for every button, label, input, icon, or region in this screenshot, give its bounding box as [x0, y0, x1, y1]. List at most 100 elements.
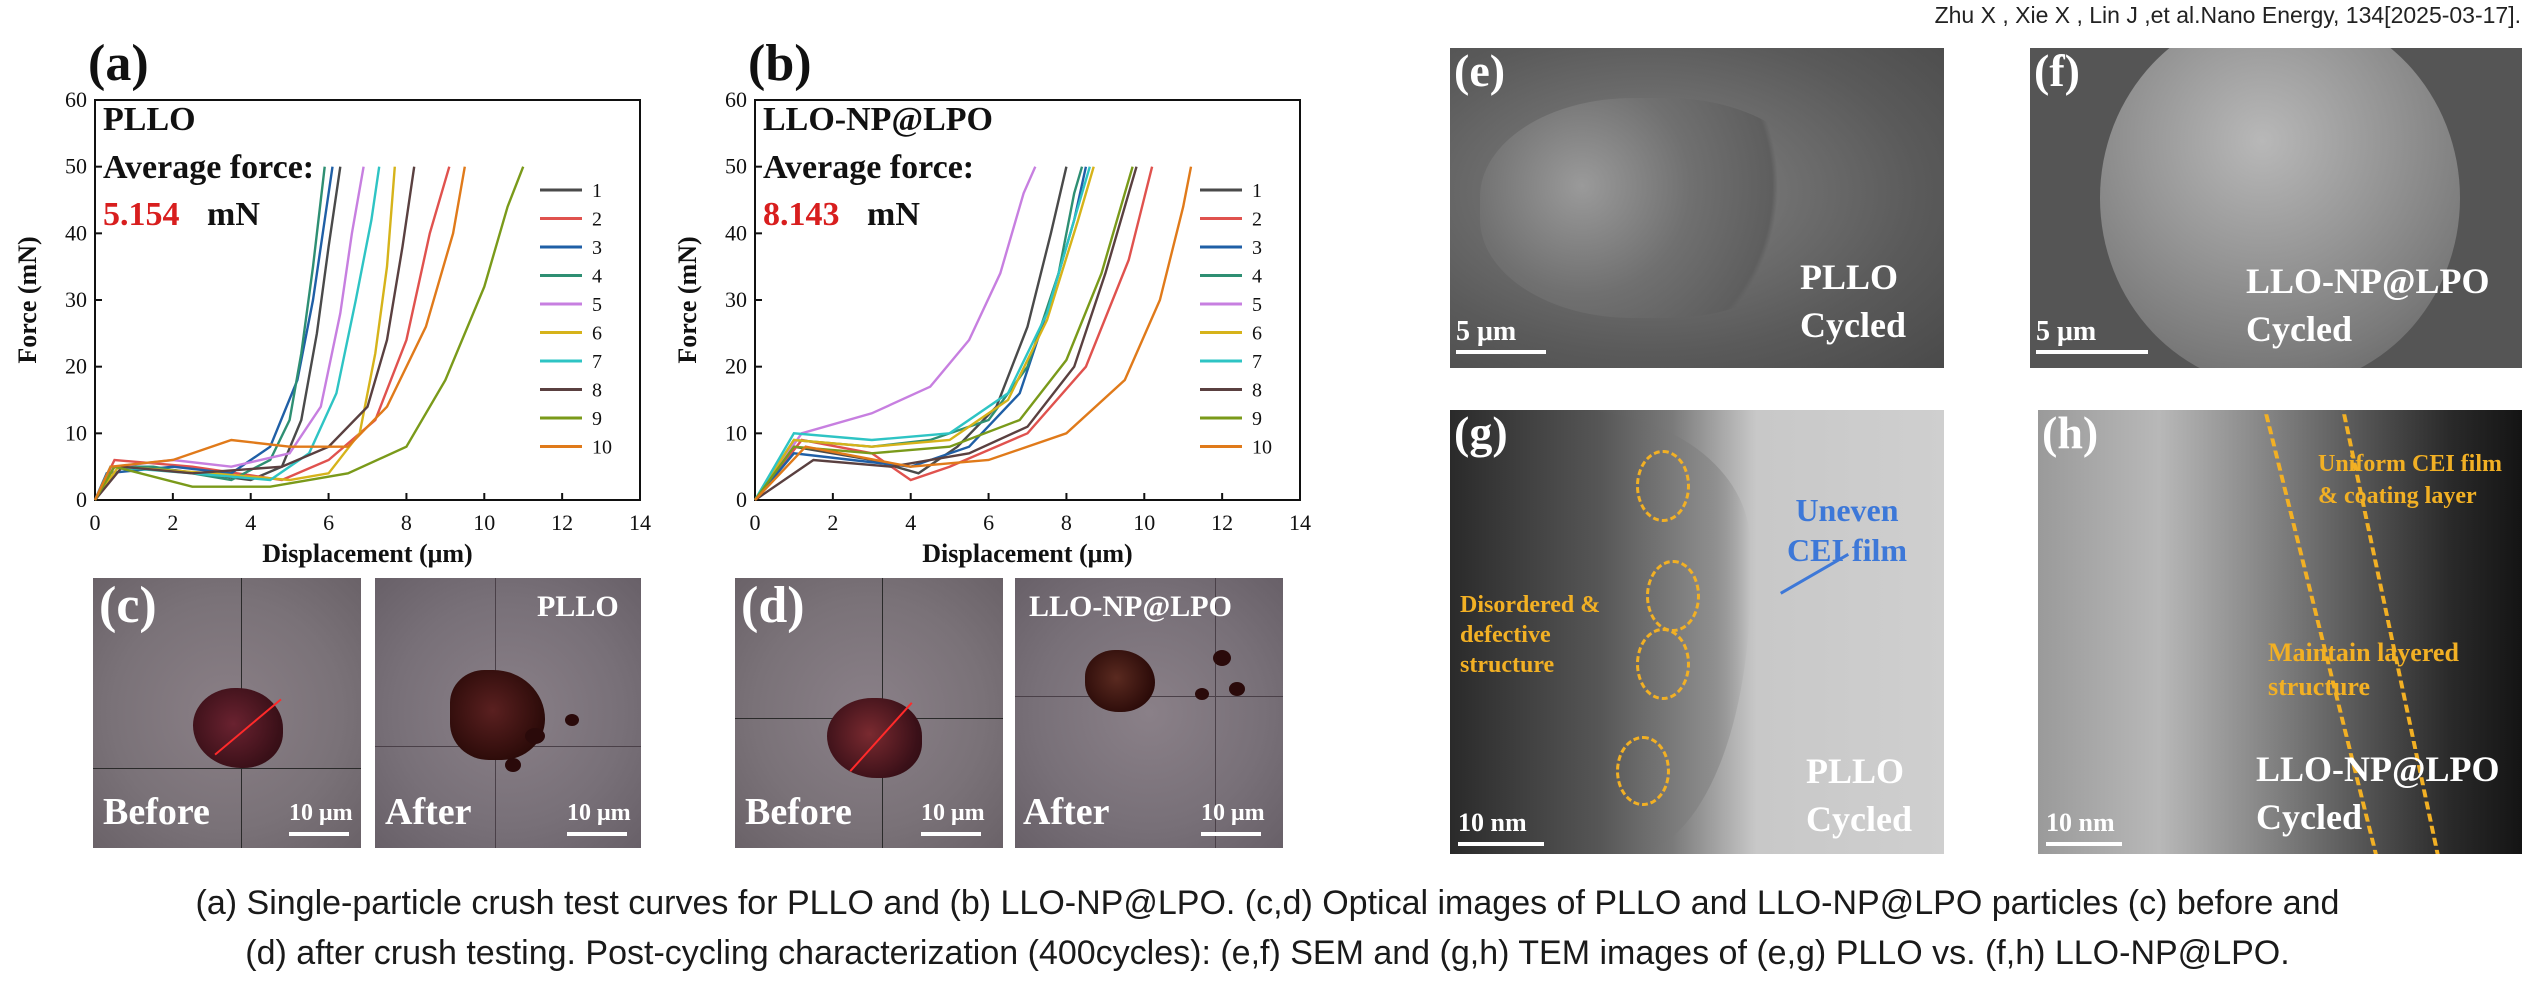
scale-bar	[567, 832, 627, 836]
series-line-6	[753, 166, 1095, 501]
y-tick-label: 0	[76, 487, 87, 512]
y-tick-label: 40	[725, 220, 747, 245]
scale-bar-label: 10 μm	[567, 800, 631, 826]
legend-label-1: 1	[592, 180, 602, 202]
scale-bar	[289, 832, 349, 836]
before-label: Before	[745, 791, 852, 833]
legend-label-4: 4	[1252, 266, 1262, 288]
y-tick-label: 30	[725, 287, 747, 312]
after-label: After	[1023, 791, 1110, 833]
legend-label-1: 1	[1252, 180, 1262, 202]
particle	[193, 688, 283, 768]
fragment	[1229, 682, 1245, 696]
scale-bar	[1456, 350, 1546, 354]
legend-label-2: 2	[1252, 209, 1262, 231]
legend-label-3: 3	[1252, 237, 1262, 259]
panel-label-f: (f)	[2034, 48, 2080, 96]
defective-structure-note: Disordered & defective structure	[1460, 592, 1601, 678]
legend-label-9: 9	[1252, 408, 1262, 430]
scale-bar	[2046, 842, 2122, 846]
panel-label-d: (d)	[741, 578, 805, 634]
average-force-label: Average force:	[103, 149, 314, 186]
particle	[827, 698, 922, 778]
legend-label-7: 7	[592, 351, 602, 373]
x-tick-label: 10	[473, 510, 495, 535]
caption-line-1: (a) Single-particle crush test curves fo…	[195, 884, 2340, 922]
fragment	[1195, 688, 1209, 700]
panel-label-c: (c)	[99, 578, 157, 634]
sem-image-pllo: (e) PLLO Cycled 5 μm	[1450, 48, 1944, 368]
scale-bar-label: 10 μm	[1201, 800, 1265, 826]
crush-curve-chart-llo-np-lpo: (b)0 2 4 6 8 10 12 140102030405060Displacement …	[673, 35, 1311, 568]
cycled-label: Cycled	[2246, 309, 2352, 349]
fragment	[1213, 650, 1231, 666]
average-force-value: 8.143	[763, 196, 840, 233]
cycled-label: Cycled	[1800, 305, 1906, 345]
y-axis-label: Force (mN)	[13, 236, 42, 363]
x-tick-label: 6	[983, 510, 994, 535]
layered-structure-note: Maintain layered structure	[2268, 638, 2459, 701]
cycled-label: Cycled	[1806, 799, 1912, 839]
optical-image-llo-np-lpo-after: LLO-NP@LPO After 10 μm	[1015, 578, 1283, 848]
y-tick-label: 10	[725, 420, 747, 445]
average-force-unit: mN	[867, 196, 920, 233]
x-tick-label: 2	[167, 510, 178, 535]
x-axis-label: Displacement (μm)	[262, 539, 472, 568]
y-axis-label: Force (mN)	[673, 236, 702, 363]
tem-image-llo-np-lpo: (h) Uniform CEI film & coating layer Mai…	[2038, 410, 2522, 854]
x-tick-label: 8	[401, 510, 412, 535]
x-tick-label: 0	[90, 510, 101, 535]
x-tick-label: 12	[1211, 510, 1233, 535]
scale-bar-label: 5 μm	[1456, 316, 1517, 347]
before-label: Before	[103, 791, 210, 833]
y-tick-label: 20	[65, 354, 87, 379]
legend-label-2: 2	[592, 209, 602, 231]
y-tick-label: 20	[725, 354, 747, 379]
x-tick-label: 4	[905, 510, 916, 535]
legend-label-6: 6	[592, 323, 602, 345]
fragment	[1085, 650, 1155, 712]
y-tick-label: 50	[65, 154, 87, 179]
crosshair	[93, 768, 361, 769]
scale-bar	[2036, 350, 2148, 354]
sample-label: LLO-NP@LPO	[2246, 261, 2490, 301]
series-line-1	[754, 166, 1068, 501]
y-tick-label: 10	[65, 420, 87, 445]
legend-label-6: 6	[1252, 323, 1262, 345]
sample-name: LLO-NP@LPO	[763, 101, 993, 138]
defect-circle	[1636, 628, 1690, 700]
sample-label: PLLO	[1806, 751, 1905, 791]
defect-circle	[1646, 560, 1700, 632]
fragment	[505, 758, 521, 772]
series-line-8	[754, 166, 1138, 501]
citation: Zhu X , Xie X , Lin J ,et al.Nano Energy…	[1934, 2, 2521, 28]
x-tick-label: 10	[1133, 510, 1155, 535]
series-line-9	[93, 166, 525, 501]
scale-bar-label: 10 nm	[1458, 808, 1527, 837]
tem-image-pllo: (g) Uneven CEI film Disordered & defecti…	[1450, 410, 1944, 854]
y-tick-label: 30	[65, 287, 87, 312]
crush-curve-chart-pllo: (a)0 2 4 6 8 10 12 140102030405060Displacement …	[13, 35, 651, 568]
scale-bar-label: 10 μm	[921, 800, 985, 826]
x-tick-label: 4	[245, 510, 256, 535]
sem-image-llo-np-lpo: (f) LLO-NP@LPO Cycled 5 μm	[2030, 48, 2522, 368]
y-tick-label: 60	[65, 87, 87, 112]
scale-bar-label: 10 nm	[2046, 808, 2115, 837]
average-force-unit: mN	[207, 196, 260, 233]
legend-label-3: 3	[592, 237, 602, 259]
x-tick-label: 2	[827, 510, 838, 535]
fragment	[450, 670, 545, 760]
panel-label-g: (g)	[1454, 410, 1508, 458]
series-line-2	[93, 166, 451, 501]
series-line-2	[754, 166, 1154, 501]
legend-label-5: 5	[1252, 294, 1262, 316]
legend-label-8: 8	[592, 380, 602, 402]
sample-label: PLLO	[537, 590, 619, 623]
scale-bar	[1458, 842, 1544, 846]
legend-label-5: 5	[592, 294, 602, 316]
x-tick-label: 12	[551, 510, 573, 535]
series-line-5	[754, 166, 1037, 501]
optical-image-pllo-after: PLLO After 10 μm	[375, 578, 641, 848]
x-tick-label: 6	[323, 510, 334, 535]
after-label: After	[385, 791, 472, 833]
